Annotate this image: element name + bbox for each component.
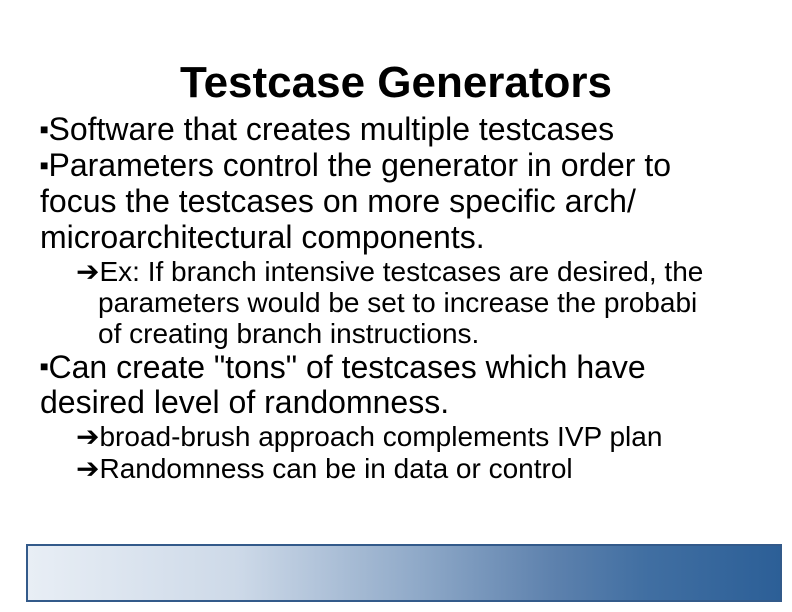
square-bullet-icon: ■ xyxy=(40,157,48,173)
bullet-text: desired level of randomness. xyxy=(40,384,449,420)
slide: Testcase Generators ■Software that creat… xyxy=(0,0,792,612)
bullet-text: Can create "tons" of testcases which hav… xyxy=(48,349,645,385)
sub-bullet-text: parameters would be set to increase the … xyxy=(98,287,697,318)
arrow-bullet-icon: ➔ xyxy=(76,453,99,484)
square-bullet-icon: ■ xyxy=(40,358,48,374)
arrow-bullet-icon: ➔ xyxy=(76,421,99,452)
bullet-text: Parameters control the generator in orde… xyxy=(48,147,671,183)
sub-bullet-cont: of creating branch instructions. xyxy=(40,318,792,349)
bullet-text: Software that creates multiple testcases xyxy=(48,111,614,147)
sub-bullet-text: Ex: If branch intensive testcases are de… xyxy=(99,256,703,287)
bullet-item: ■Can create "tons" of testcases which ha… xyxy=(40,350,792,386)
footer-gradient-bar xyxy=(26,544,782,602)
sub-bullet-item: ➔Ex: If branch intensive testcases are d… xyxy=(40,256,792,287)
sub-bullet-item: ➔Randomness can be in data or control xyxy=(40,453,792,484)
bullet-text: microarchitectural components. xyxy=(40,219,485,255)
sub-bullet-text: broad-brush approach complements IVP pla… xyxy=(99,421,662,452)
bullet-item: ■Parameters control the generator in ord… xyxy=(40,148,792,184)
slide-body: ■Software that creates multiple testcase… xyxy=(0,112,792,484)
arrow-bullet-icon: ➔ xyxy=(76,256,99,287)
sub-bullet-text: Randomness can be in data or control xyxy=(99,453,572,484)
bullet-cont: desired level of randomness. xyxy=(40,385,792,421)
bullet-cont: focus the testcases on more specific arc… xyxy=(40,184,792,220)
bullet-item: ■Software that creates multiple testcase… xyxy=(40,112,792,148)
bullet-cont: microarchitectural components. xyxy=(40,220,792,256)
sub-bullet-cont: parameters would be set to increase the … xyxy=(40,287,792,318)
sub-bullet-text: of creating branch instructions. xyxy=(98,318,479,349)
slide-title: Testcase Generators xyxy=(0,60,792,106)
square-bullet-icon: ■ xyxy=(40,121,48,137)
sub-bullet-item: ➔broad-brush approach complements IVP pl… xyxy=(40,421,792,452)
bullet-text: focus the testcases on more specific arc… xyxy=(40,183,636,219)
